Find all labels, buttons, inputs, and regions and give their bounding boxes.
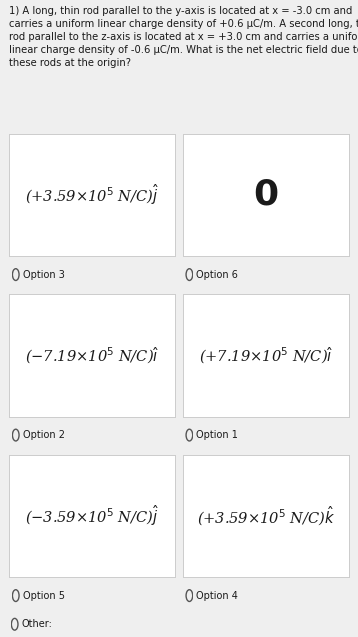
Text: (−3.59×10$^5$ N/C)$\hat{j}$: (−3.59×10$^5$ N/C)$\hat{j}$ [25, 504, 159, 528]
Text: (+7.19×10$^5$ N/C)$\hat{\imath}$: (+7.19×10$^5$ N/C)$\hat{\imath}$ [199, 345, 333, 366]
Text: Option 4: Option 4 [196, 590, 238, 601]
Text: Option 5: Option 5 [23, 590, 64, 601]
Text: Option 3: Option 3 [23, 269, 64, 280]
Text: (+3.59×10$^5$ N/C)$\hat{k}$: (+3.59×10$^5$ N/C)$\hat{k}$ [197, 505, 335, 527]
Text: (−7.19×10$^5$ N/C)$\hat{\imath}$: (−7.19×10$^5$ N/C)$\hat{\imath}$ [25, 345, 159, 366]
Text: Option 1: Option 1 [196, 430, 238, 440]
Text: Option 6: Option 6 [196, 269, 238, 280]
Text: Other:: Other: [21, 619, 52, 629]
Text: 0: 0 [253, 178, 279, 212]
Text: (+3.59×10$^5$ N/C)$\hat{j}$: (+3.59×10$^5$ N/C)$\hat{j}$ [25, 183, 159, 208]
Text: 1) A long, thin rod parallel to the y-axis is located at x = -3.0 cm and
carries: 1) A long, thin rod parallel to the y-ax… [9, 6, 358, 68]
Text: Option 2: Option 2 [23, 430, 64, 440]
